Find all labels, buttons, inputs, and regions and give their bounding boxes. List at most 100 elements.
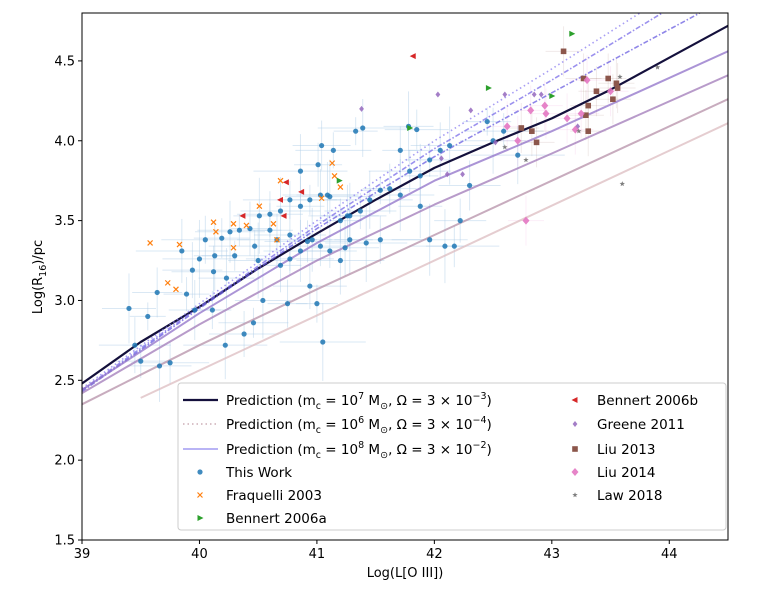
bennert-2006b-point bbox=[276, 196, 283, 203]
liu-2013-point bbox=[560, 48, 567, 55]
x-axis-label: Log(L[O III]) bbox=[367, 566, 444, 581]
this-work-point bbox=[232, 253, 238, 259]
this-work-point bbox=[397, 192, 403, 198]
fraquelli-2003-point bbox=[270, 220, 277, 227]
this-work-point bbox=[236, 227, 242, 233]
this-work-point bbox=[457, 218, 463, 224]
law-2018-point bbox=[523, 157, 529, 163]
this-work-point bbox=[202, 237, 208, 243]
fraquelli-2003-point bbox=[243, 222, 250, 229]
this-work-point bbox=[304, 238, 311, 244]
legend-marker bbox=[572, 492, 578, 498]
legend: Prediction (mc​ = 107​ M⊙​, Ω = 3 × 10−3… bbox=[177, 382, 727, 531]
fraquelli-2003-point bbox=[173, 286, 179, 293]
fraquelli-2003-point bbox=[256, 203, 263, 210]
this-work-point bbox=[227, 229, 233, 235]
this-work-point bbox=[132, 342, 138, 348]
this-work-point bbox=[337, 257, 343, 264]
this-work-point bbox=[442, 243, 448, 249]
y-tick-label: 4.5 bbox=[54, 54, 75, 69]
greene-2011-point bbox=[538, 91, 544, 98]
law-2018-point bbox=[502, 144, 508, 150]
liu-2014-point bbox=[527, 106, 535, 115]
liu-2013-point bbox=[518, 125, 525, 131]
legend-marker bbox=[197, 515, 204, 521]
this-work-point bbox=[451, 243, 457, 249]
y-tick-label: 4.0 bbox=[54, 134, 75, 149]
legend-marker bbox=[571, 468, 579, 476]
legend-label: Law 2018 bbox=[597, 488, 662, 504]
prediction-line bbox=[140, 122, 728, 399]
this-work-point bbox=[324, 192, 331, 198]
this-work-point bbox=[467, 182, 473, 189]
this-work-point bbox=[417, 203, 423, 209]
legend-marker bbox=[197, 469, 203, 475]
legend-label: Fraquelli 2003 bbox=[226, 488, 322, 504]
y-tick-label: 2.0 bbox=[54, 454, 75, 469]
this-work-point bbox=[156, 363, 163, 369]
liu-2013-point bbox=[529, 128, 535, 134]
this-work-point bbox=[210, 269, 217, 275]
y-tick-label: 1.5 bbox=[54, 534, 75, 549]
prediction-line bbox=[82, 13, 701, 393]
this-work-point bbox=[252, 243, 258, 249]
this-work-point bbox=[183, 291, 190, 297]
bennert-2006a-point bbox=[549, 93, 556, 100]
fraquelli-2003-point bbox=[230, 244, 237, 251]
bennert-2006b-point bbox=[409, 53, 416, 60]
this-work-point bbox=[219, 235, 225, 241]
prediction-lines bbox=[82, 13, 728, 406]
liu-2013-point bbox=[610, 96, 616, 103]
legend-label: Prediction (mc​ = 108​ M⊙​, Ω = 3 × 10−2… bbox=[226, 440, 492, 461]
this-work-point bbox=[309, 237, 315, 243]
this-work-point bbox=[287, 232, 293, 238]
this-work-point bbox=[501, 128, 507, 134]
liu-2014-point bbox=[522, 216, 530, 225]
legend-marker bbox=[197, 492, 203, 498]
prediction-line bbox=[82, 13, 641, 389]
this-work-point bbox=[212, 253, 218, 259]
this-work-point bbox=[377, 187, 383, 193]
x-axis-ticks: 39 40 41 42 43 44 bbox=[74, 540, 678, 562]
fraquelli-2003-point bbox=[318, 195, 325, 202]
legend-marker bbox=[572, 421, 578, 427]
this-work-point bbox=[154, 289, 160, 296]
fraquelli-2003-point bbox=[164, 279, 171, 286]
this-work-point bbox=[314, 301, 320, 307]
this-work-point bbox=[319, 142, 325, 149]
this-work-point bbox=[196, 256, 203, 262]
data-points bbox=[126, 30, 661, 369]
this-work-point bbox=[297, 248, 304, 254]
this-work-point bbox=[284, 301, 291, 307]
fraquelli-2003-point bbox=[230, 220, 237, 227]
y-tick-label: 3.5 bbox=[54, 214, 75, 229]
fraquelli-2003-point bbox=[277, 177, 284, 184]
fraquelli-2003-point bbox=[210, 219, 217, 226]
this-work-point bbox=[223, 275, 230, 281]
this-work-point bbox=[417, 173, 423, 179]
this-work-point bbox=[277, 262, 284, 268]
greene-2011-point bbox=[444, 171, 450, 178]
this-work-point bbox=[414, 126, 420, 133]
this-work-point bbox=[353, 128, 359, 134]
error-bars bbox=[98, 26, 636, 402]
this-work-point bbox=[515, 152, 521, 158]
liu-2013-point bbox=[585, 102, 592, 109]
liu-2014-point bbox=[607, 87, 615, 96]
bennert-2006a-point bbox=[336, 177, 343, 184]
greene-2011-point bbox=[531, 91, 537, 98]
this-work-point bbox=[342, 245, 348, 251]
bennert-2006b-point bbox=[239, 212, 246, 219]
prediction-line bbox=[82, 13, 663, 391]
fraquelli-2003-point bbox=[331, 172, 338, 179]
plot-area-frame bbox=[81, 12, 729, 541]
this-work-point bbox=[189, 267, 196, 273]
liu-2014-point bbox=[514, 136, 522, 145]
fraquelli-2003-point bbox=[212, 228, 219, 235]
this-work-point bbox=[427, 157, 433, 163]
liu-2013-point bbox=[580, 75, 587, 82]
this-work-point bbox=[179, 248, 185, 254]
legend-label: Greene 2011 bbox=[597, 417, 685, 433]
this-work-point bbox=[287, 256, 293, 262]
this-work-point bbox=[347, 237, 353, 243]
